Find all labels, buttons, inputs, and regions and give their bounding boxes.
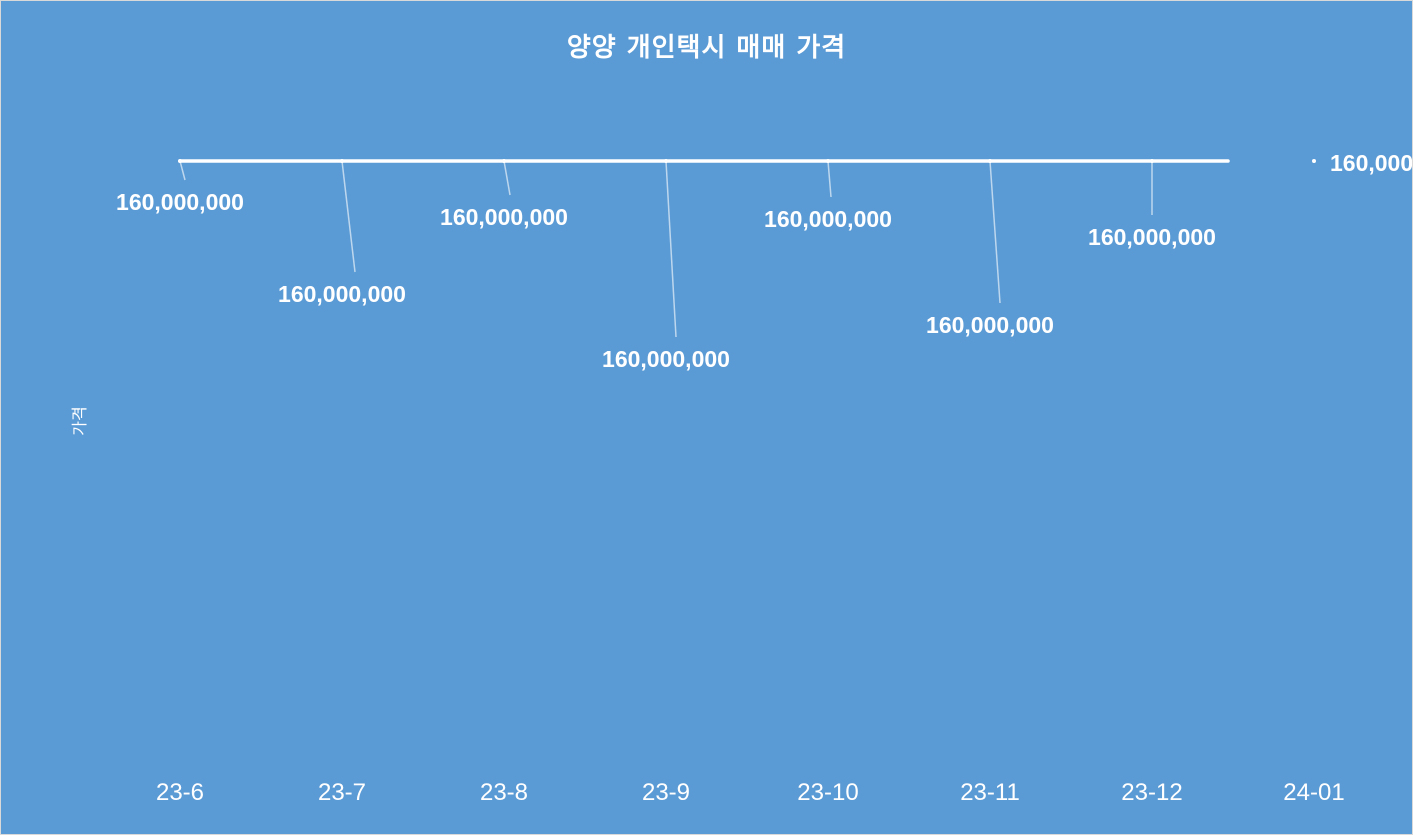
x-tick-label: 23-8 [480,779,528,806]
data-point [1312,159,1316,163]
x-tick-label: 23-9 [642,779,690,806]
chart-title: 양양 개인택시 매매 가격 [566,33,847,63]
leader-line [503,160,511,196]
x-tick-label: 23-12 [1121,779,1182,806]
leader-lines [179,160,1153,338]
leader-line [341,160,356,273]
data-label: 160,000,000 [440,204,568,230]
x-tick-label: 23-7 [318,779,366,806]
data-point [340,159,344,163]
x-tick-label: 23-6 [156,779,204,806]
data-label: 160,000,000 [1330,150,1412,176]
drop-lines [179,183,1315,749]
data-label: 160,000,000 [278,281,406,307]
data-labels: 160,000,000 160,000,000 160,000,000 160,000… [116,150,1412,372]
x-tick-label: 24-01 [1283,779,1344,806]
leader-line [827,160,832,198]
data-point [178,159,182,163]
data-point [1150,159,1154,163]
data-point [502,159,506,163]
data-label: 160,000,000 [602,346,730,372]
data-point [988,159,992,163]
leader-line [989,160,1001,304]
data-label: 160,000,000 [1088,224,1216,250]
data-label: 160,000,000 [764,206,892,232]
data-point [664,159,668,163]
series-group [178,159,1316,163]
x-tick-label: 23-10 [797,779,858,806]
x-axis-ticks: 23-6 23-7 23-8 23-9 23-10 23-11 23-12 24-01 [156,779,1345,806]
x-tick-label: 23-11 [960,779,1020,806]
data-label: 160,000,000 [926,312,1054,338]
leader-line [179,160,186,181]
data-point [826,159,830,163]
data-label: 160,000,000 [116,189,244,215]
leader-line [665,160,677,338]
